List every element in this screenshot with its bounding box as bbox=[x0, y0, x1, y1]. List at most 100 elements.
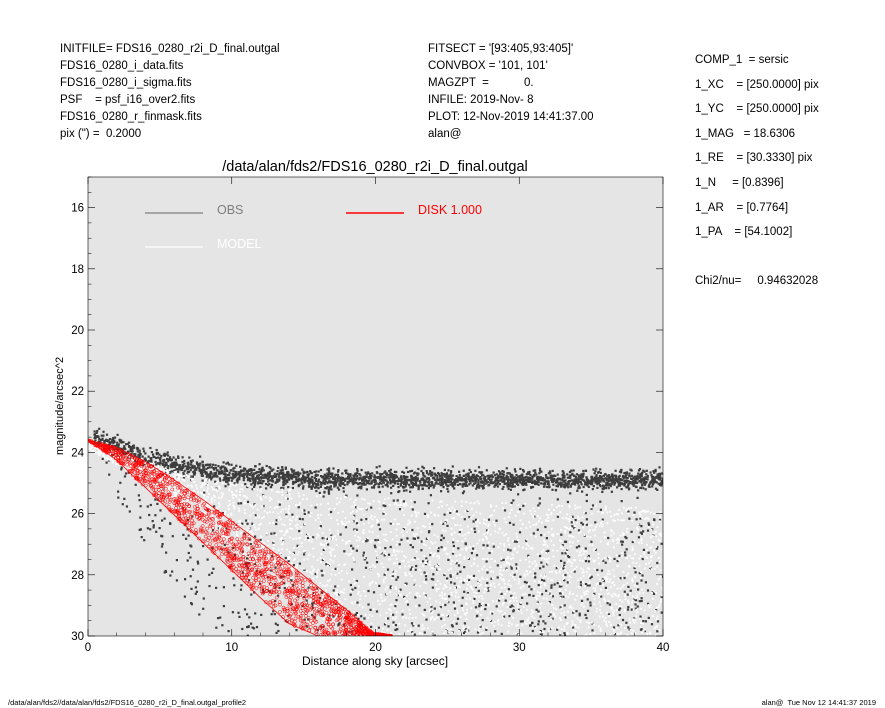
obs-point bbox=[292, 475, 295, 478]
obs-point bbox=[189, 475, 192, 478]
obs-point bbox=[575, 546, 578, 549]
obs-point bbox=[367, 603, 370, 606]
obs-point bbox=[417, 486, 420, 489]
obs-point bbox=[430, 577, 433, 581]
obs-point bbox=[130, 448, 133, 452]
model-point bbox=[649, 620, 652, 623]
obs-point bbox=[416, 479, 419, 482]
model-point bbox=[306, 570, 308, 572]
model-point bbox=[403, 514, 405, 516]
obs-point bbox=[239, 465, 242, 468]
model-point bbox=[565, 555, 567, 558]
model-point bbox=[405, 531, 408, 533]
obs-point bbox=[347, 475, 350, 478]
obs-point bbox=[178, 465, 181, 468]
model-point bbox=[327, 502, 329, 505]
obs-point bbox=[563, 632, 566, 635]
model-point bbox=[218, 530, 221, 533]
model-point bbox=[517, 582, 520, 585]
model-point bbox=[646, 557, 649, 559]
obs-point bbox=[496, 485, 499, 488]
obs-point bbox=[133, 453, 136, 456]
obs-point bbox=[628, 475, 631, 478]
obs-point bbox=[363, 479, 367, 482]
obs-point bbox=[555, 478, 558, 481]
obs-point bbox=[488, 551, 491, 555]
obs-point bbox=[182, 471, 185, 475]
model-point bbox=[659, 511, 662, 514]
obs-point bbox=[455, 622, 458, 625]
obs-point bbox=[502, 470, 505, 473]
model-point bbox=[479, 614, 482, 616]
obs-point bbox=[490, 482, 493, 485]
obs-point bbox=[417, 536, 420, 539]
model-point bbox=[636, 596, 639, 599]
obs-point bbox=[254, 535, 257, 538]
obs-point bbox=[303, 618, 306, 621]
obs-point bbox=[368, 477, 371, 480]
model-point bbox=[480, 583, 482, 586]
obs-point bbox=[547, 614, 550, 617]
model-point bbox=[123, 460, 126, 462]
obs-point bbox=[182, 473, 185, 476]
model-point bbox=[593, 598, 596, 601]
model-point bbox=[382, 627, 384, 630]
model-point bbox=[295, 537, 298, 540]
obs-point bbox=[509, 488, 512, 491]
obs-point bbox=[302, 479, 305, 482]
obs-point bbox=[525, 483, 528, 486]
obs-point bbox=[617, 484, 620, 487]
obs-point bbox=[381, 478, 384, 481]
model-point bbox=[456, 524, 459, 526]
model-point bbox=[295, 518, 297, 521]
model-point bbox=[453, 531, 456, 534]
obs-point bbox=[364, 566, 368, 569]
obs-point bbox=[119, 481, 122, 484]
model-point bbox=[565, 517, 567, 520]
obs-point bbox=[274, 586, 277, 589]
obs-point bbox=[447, 475, 450, 479]
model-point bbox=[529, 547, 532, 550]
model-point bbox=[323, 572, 326, 574]
obs-point bbox=[594, 481, 597, 484]
obs-point bbox=[309, 471, 312, 474]
obs-point bbox=[171, 462, 174, 465]
model-point bbox=[395, 549, 398, 552]
obs-point bbox=[293, 481, 296, 484]
obs-point bbox=[224, 466, 227, 469]
obs-point bbox=[196, 462, 199, 465]
obs-point bbox=[566, 548, 569, 551]
obs-point bbox=[269, 485, 273, 489]
obs-point bbox=[563, 483, 566, 487]
obs-point bbox=[215, 626, 218, 629]
model-point bbox=[604, 509, 607, 511]
model-point bbox=[357, 524, 360, 526]
obs-point bbox=[315, 470, 318, 473]
obs-point bbox=[311, 613, 314, 617]
obs-point bbox=[306, 474, 309, 477]
obs-point bbox=[192, 470, 195, 474]
model-point bbox=[202, 506, 205, 508]
model-point bbox=[542, 577, 545, 580]
obs-point bbox=[319, 481, 322, 484]
obs-point bbox=[159, 461, 162, 464]
model-point bbox=[288, 550, 291, 553]
obs-point bbox=[413, 483, 416, 486]
model-point bbox=[574, 568, 576, 570]
obs-point bbox=[376, 539, 379, 542]
obs-point bbox=[208, 464, 211, 467]
obs-point bbox=[521, 620, 524, 623]
model-point bbox=[641, 588, 644, 591]
obs-point bbox=[213, 505, 216, 508]
model-point bbox=[645, 555, 647, 558]
obs-point bbox=[528, 480, 531, 483]
model-point bbox=[162, 468, 165, 470]
obs-point bbox=[327, 474, 330, 477]
model-point bbox=[246, 485, 249, 487]
obs-point bbox=[533, 479, 536, 482]
obs-point bbox=[440, 481, 443, 484]
obs-point bbox=[624, 481, 627, 484]
model-point bbox=[387, 558, 390, 561]
obs-point bbox=[421, 487, 424, 490]
model-point bbox=[363, 590, 366, 593]
